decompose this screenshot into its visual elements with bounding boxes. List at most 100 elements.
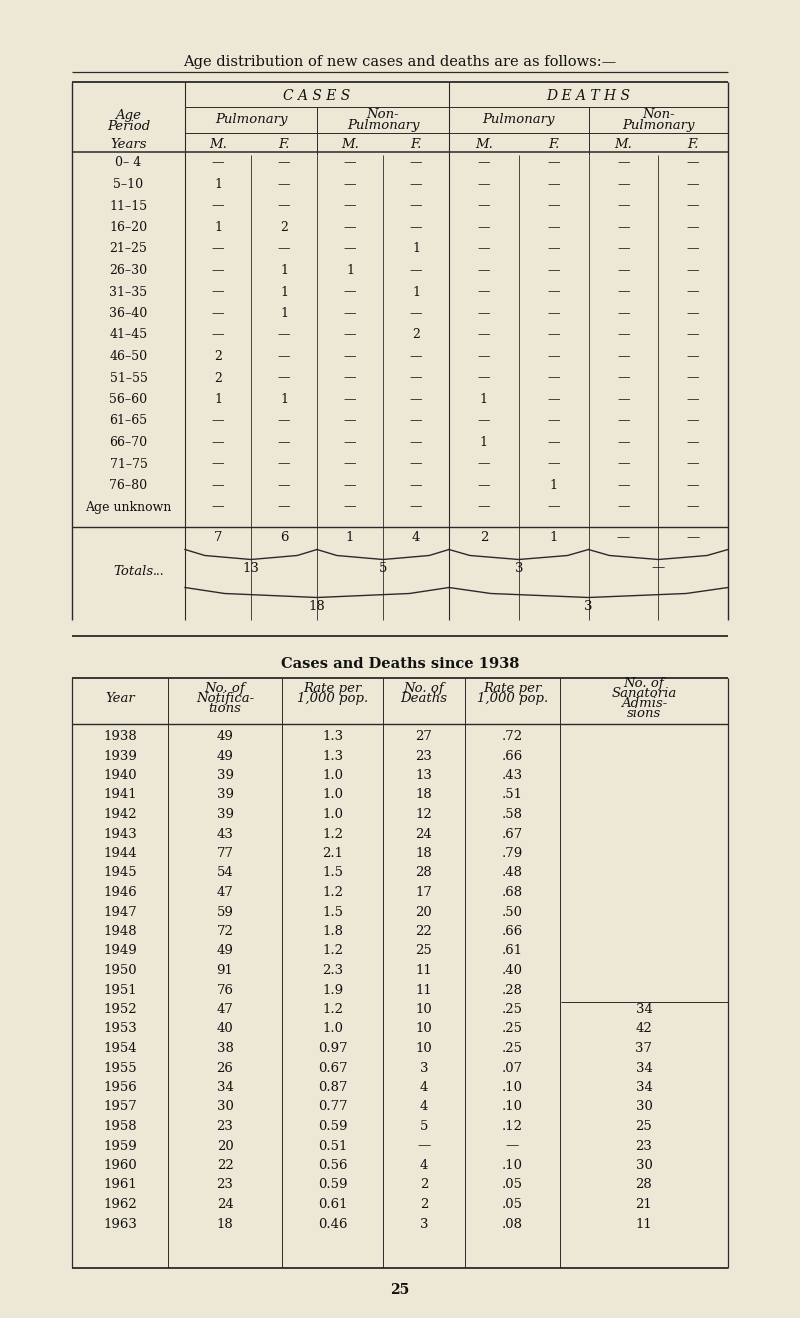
Text: —: — — [478, 264, 490, 277]
Text: 3: 3 — [420, 1218, 428, 1231]
Text: —: — — [547, 178, 560, 191]
Text: 20: 20 — [416, 905, 432, 919]
Text: 23: 23 — [217, 1178, 234, 1191]
Text: .50: .50 — [502, 905, 523, 919]
Text: 1.0: 1.0 — [322, 1023, 343, 1036]
Text: 1.2: 1.2 — [322, 1003, 343, 1016]
Text: .61: .61 — [502, 945, 523, 957]
Text: 1940: 1940 — [103, 768, 137, 782]
Text: 1: 1 — [280, 264, 288, 277]
Text: —: — — [617, 414, 630, 427]
Text: —: — — [687, 478, 699, 492]
Text: 1.9: 1.9 — [322, 983, 343, 996]
Text: —: — — [278, 157, 290, 170]
Text: 28: 28 — [636, 1178, 652, 1191]
Text: —: — — [617, 501, 630, 514]
Text: 30: 30 — [217, 1101, 234, 1114]
Text: —: — — [278, 199, 290, 212]
Text: 61–65: 61–65 — [110, 414, 147, 427]
Text: 2: 2 — [214, 372, 222, 385]
Text: 17: 17 — [415, 886, 433, 899]
Text: —: — — [687, 372, 699, 385]
Text: Rate per: Rate per — [303, 681, 362, 695]
Text: —: — — [687, 243, 699, 256]
Text: 59: 59 — [217, 905, 234, 919]
Text: 1939: 1939 — [103, 750, 137, 763]
Text: 1942: 1942 — [103, 808, 137, 821]
Text: 2.3: 2.3 — [322, 963, 343, 977]
Text: —: — — [617, 328, 630, 341]
Text: 49: 49 — [217, 730, 234, 743]
Text: —: — — [344, 457, 356, 471]
Text: 76–80: 76–80 — [110, 478, 147, 492]
Text: 1,000 pop.: 1,000 pop. — [477, 692, 548, 705]
Text: Years: Years — [110, 137, 146, 150]
Text: 24: 24 — [217, 1198, 234, 1211]
Text: 40: 40 — [217, 1023, 234, 1036]
Text: —: — — [410, 264, 422, 277]
Text: 3: 3 — [514, 561, 523, 575]
Text: —: — — [687, 436, 699, 449]
Text: —: — — [478, 457, 490, 471]
Text: —: — — [212, 501, 224, 514]
Text: 1950: 1950 — [103, 963, 137, 977]
Text: 20: 20 — [217, 1140, 234, 1152]
Text: —: — — [687, 457, 699, 471]
Text: —: — — [547, 501, 560, 514]
Text: —: — — [617, 178, 630, 191]
Text: 22: 22 — [416, 925, 432, 938]
Text: Rate per: Rate per — [483, 681, 542, 695]
Text: —: — — [278, 501, 290, 514]
Text: —: — — [410, 178, 422, 191]
Text: —: — — [212, 436, 224, 449]
Text: 4: 4 — [420, 1081, 428, 1094]
Text: —: — — [212, 328, 224, 341]
Text: —: — — [617, 531, 630, 544]
Text: —: — — [617, 307, 630, 320]
Text: 1.0: 1.0 — [322, 808, 343, 821]
Text: 1944: 1944 — [103, 847, 137, 861]
Text: —: — — [617, 372, 630, 385]
Text: —: — — [278, 372, 290, 385]
Text: —: — — [617, 478, 630, 492]
Text: —: — — [410, 372, 422, 385]
Text: 34: 34 — [635, 1061, 653, 1074]
Text: 3: 3 — [584, 600, 593, 613]
Text: 34: 34 — [635, 1003, 653, 1016]
Text: 28: 28 — [416, 866, 432, 879]
Text: .12: .12 — [502, 1120, 523, 1133]
Text: .25: .25 — [502, 1023, 523, 1036]
Text: .05: .05 — [502, 1198, 523, 1211]
Text: —: — — [278, 414, 290, 427]
Text: —: — — [410, 457, 422, 471]
Text: 4: 4 — [412, 531, 420, 544]
Text: —: — — [478, 328, 490, 341]
Text: .25: .25 — [502, 1043, 523, 1054]
Text: —: — — [278, 351, 290, 362]
Text: 1.2: 1.2 — [322, 886, 343, 899]
Text: —: — — [547, 221, 560, 235]
Text: —: — — [617, 199, 630, 212]
Text: —: — — [478, 478, 490, 492]
Text: —: — — [478, 221, 490, 235]
Text: —: — — [410, 414, 422, 427]
Text: M.: M. — [475, 137, 493, 150]
Text: —: — — [212, 457, 224, 471]
Text: —: — — [212, 478, 224, 492]
Text: 1: 1 — [550, 478, 558, 492]
Text: .40: .40 — [502, 963, 523, 977]
Text: 39: 39 — [217, 768, 234, 782]
Text: —: — — [410, 307, 422, 320]
Text: 30: 30 — [635, 1159, 653, 1172]
Text: —: — — [687, 178, 699, 191]
Text: 12: 12 — [416, 808, 432, 821]
Text: —: — — [478, 414, 490, 427]
Text: —: — — [687, 264, 699, 277]
Text: 39: 39 — [217, 788, 234, 801]
Text: .48: .48 — [502, 866, 523, 879]
Text: —: — — [344, 178, 356, 191]
Text: .79: .79 — [502, 847, 523, 861]
Text: —: — — [687, 199, 699, 212]
Text: —: — — [344, 501, 356, 514]
Text: 13: 13 — [242, 561, 259, 575]
